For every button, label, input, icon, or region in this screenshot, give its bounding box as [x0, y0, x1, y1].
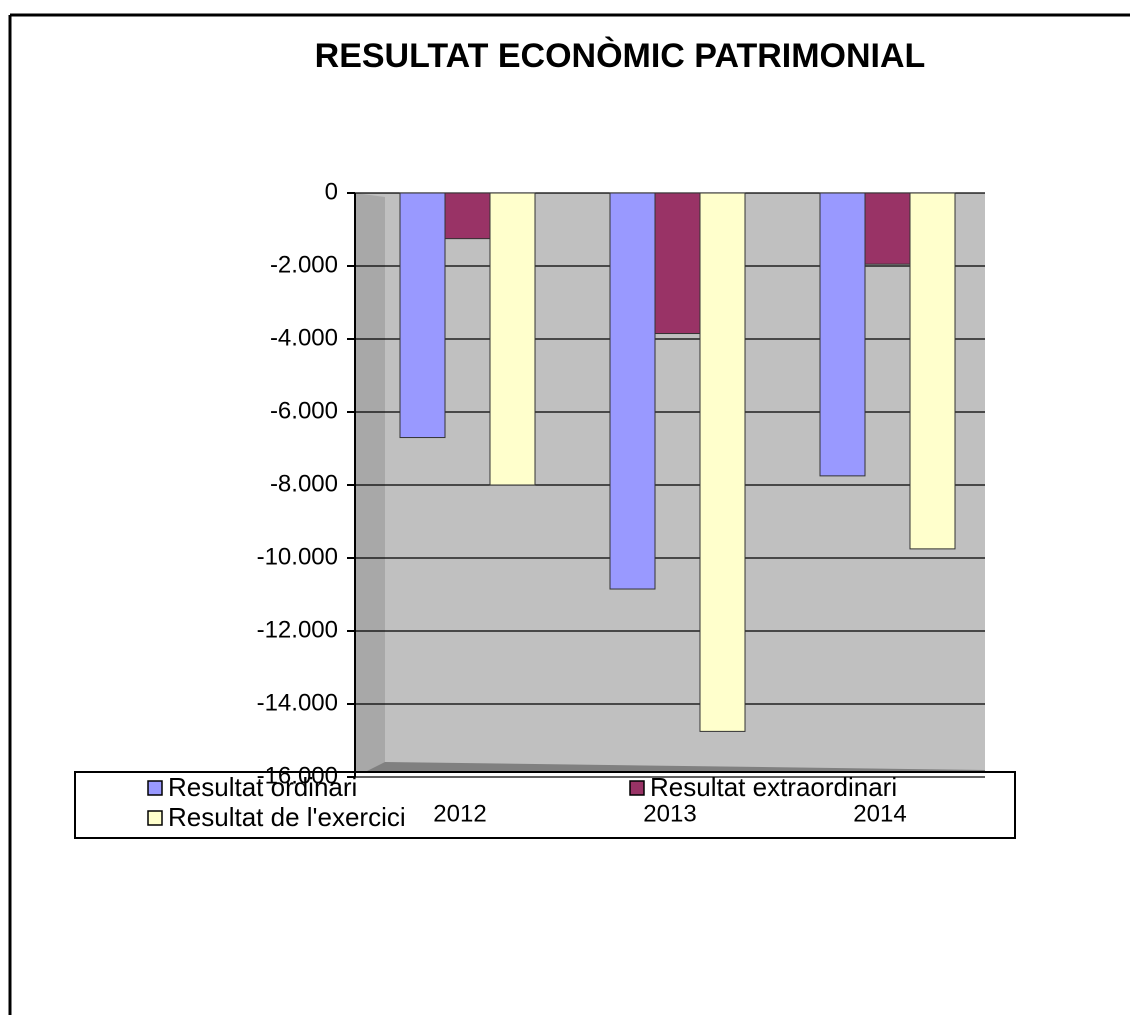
bar	[609, 192, 656, 590]
bar	[399, 192, 446, 439]
y-tick-label: -4.000	[270, 324, 338, 351]
legend-swatch	[147, 780, 163, 796]
legend-label: Resultat de l'exercici	[168, 802, 406, 832]
x-tick-label: 2013	[643, 800, 696, 827]
legend-label: Resultat ordinari	[168, 772, 357, 802]
bar	[444, 192, 491, 240]
bar	[699, 192, 746, 732]
bar	[819, 192, 866, 477]
bar	[489, 192, 536, 486]
legend-box	[74, 771, 1016, 839]
y-tick-label: -8.000	[270, 470, 338, 497]
y-tick-label: -14.000	[257, 689, 338, 716]
y-tick-label: -16.000	[257, 762, 338, 789]
x-tick-label: 2012	[433, 800, 486, 827]
bar	[909, 192, 956, 550]
y-tick-label: -12.000	[257, 616, 338, 643]
y-tick-label: -6.000	[270, 397, 338, 424]
bar	[864, 192, 911, 265]
legend-swatch	[147, 810, 163, 826]
chart-title: RESULTAT ECONÒMIC PATRIMONIAL	[315, 37, 926, 75]
y-tick-label: -2.000	[270, 251, 338, 278]
bar	[654, 192, 701, 335]
y-tick-label: -10.000	[257, 543, 338, 570]
x-tick-label: 2014	[853, 800, 906, 827]
legend-label: Resultat extraordinari	[650, 772, 897, 802]
y-tick-label: 0	[325, 178, 338, 205]
legend-swatch	[629, 780, 645, 796]
